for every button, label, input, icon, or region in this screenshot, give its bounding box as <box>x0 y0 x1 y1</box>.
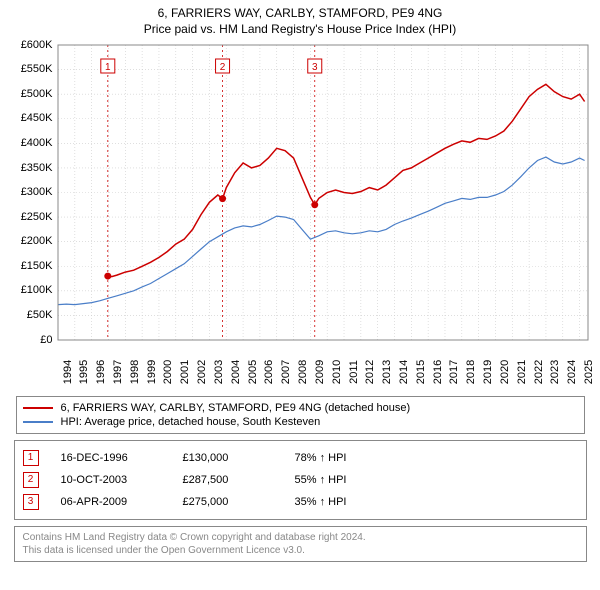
sale-date: 06-APR-2009 <box>61 496 161 508</box>
legend-item: HPI: Average price, detached house, Sout… <box>23 415 578 429</box>
chart-subtitle: Price paid vs. HM Land Registry's House … <box>0 22 600 40</box>
sale-price: £275,000 <box>183 496 273 508</box>
y-axis-label: £550K <box>21 63 53 75</box>
x-axis-label: 2018 <box>465 359 477 383</box>
x-axis-label: 2007 <box>280 359 292 383</box>
x-axis-label: 1996 <box>95 359 107 383</box>
x-axis-label: 2003 <box>213 359 225 383</box>
sale-price: £130,000 <box>183 452 273 464</box>
y-axis-label: £400K <box>21 137 53 149</box>
sale-marker-icon: 2 <box>23 472 39 488</box>
x-axis-label: 2000 <box>162 359 174 383</box>
legend-swatch <box>23 407 53 409</box>
sale-diff: 78% ↑ HPI <box>295 452 385 464</box>
x-axis-label: 2016 <box>432 359 444 383</box>
chart-title: 6, FARRIERS WAY, CARLBY, STAMFORD, PE9 4… <box>0 0 600 22</box>
x-axis-label: 2024 <box>566 359 578 383</box>
x-axis-label: 1999 <box>146 359 158 383</box>
x-axis-label: 2004 <box>230 359 242 383</box>
x-axis-label: 2022 <box>533 359 545 383</box>
legend-label: 6, FARRIERS WAY, CARLBY, STAMFORD, PE9 4… <box>61 402 411 414</box>
x-axis-label: 1997 <box>112 359 124 383</box>
sale-date: 16-DEC-1996 <box>61 452 161 464</box>
attribution-line: Contains HM Land Registry data © Crown c… <box>23 531 578 544</box>
legend-swatch <box>23 421 53 423</box>
y-axis-label: £350K <box>21 162 53 174</box>
x-axis-label: 2025 <box>583 359 595 383</box>
attribution-box: Contains HM Land Registry data © Crown c… <box>14 526 587 562</box>
legend-label: HPI: Average price, detached house, Sout… <box>61 416 321 428</box>
chart-area: 1 2 3 £0 £50K £100K £150K £200K £250K £300K £350K… <box>8 40 593 390</box>
x-axis-label: 2006 <box>263 359 275 383</box>
x-axis-label: 2001 <box>179 359 191 383</box>
x-axis-label: 1995 <box>78 359 90 383</box>
x-axis-label: 1998 <box>129 359 141 383</box>
x-axis-label: 2008 <box>297 359 309 383</box>
svg-text:3: 3 <box>311 62 317 73</box>
attribution-line: This data is licensed under the Open Gov… <box>23 544 578 557</box>
x-axis-label: 2014 <box>398 359 410 383</box>
x-axis-label: 2010 <box>331 359 343 383</box>
x-axis-label: 2019 <box>482 359 494 383</box>
x-axis-label: 2002 <box>196 359 208 383</box>
x-axis-label: 2017 <box>448 359 460 383</box>
svg-text:2: 2 <box>219 62 225 73</box>
sale-price: £287,500 <box>183 474 273 486</box>
x-axis-label: 2005 <box>247 359 259 383</box>
legend-item: 6, FARRIERS WAY, CARLBY, STAMFORD, PE9 4… <box>23 401 578 415</box>
sale-row: 1 16-DEC-1996 £130,000 78% ↑ HPI <box>23 447 578 469</box>
x-axis-label: 2015 <box>415 359 427 383</box>
y-axis-label: £250K <box>21 211 53 223</box>
y-axis-label: £500K <box>21 88 53 100</box>
x-axis-label: 2013 <box>381 359 393 383</box>
y-axis-label: £150K <box>21 260 53 272</box>
line-chart-svg: 1 2 3 <box>8 40 593 390</box>
sale-date: 10-OCT-2003 <box>61 474 161 486</box>
x-axis-label: 2023 <box>549 359 561 383</box>
y-axis-label: £600K <box>21 39 53 51</box>
x-axis-label: 2012 <box>364 359 376 383</box>
svg-text:1: 1 <box>105 62 111 73</box>
legend: 6, FARRIERS WAY, CARLBY, STAMFORD, PE9 4… <box>16 396 585 434</box>
sale-row: 2 10-OCT-2003 £287,500 55% ↑ HPI <box>23 469 578 491</box>
sale-diff: 35% ↑ HPI <box>295 496 385 508</box>
y-axis-label: £200K <box>21 235 53 247</box>
x-axis-label: 2020 <box>499 359 511 383</box>
sale-marker-icon: 1 <box>23 450 39 466</box>
x-axis-label: 2009 <box>314 359 326 383</box>
x-axis-label: 2021 <box>516 359 528 383</box>
x-axis-label: 2011 <box>348 360 360 384</box>
y-axis-label: £300K <box>21 186 53 198</box>
y-axis-label: £50K <box>27 309 53 321</box>
sale-row: 3 06-APR-2009 £275,000 35% ↑ HPI <box>23 491 578 513</box>
y-axis-label: £450K <box>21 112 53 124</box>
y-axis-label: £0 <box>40 334 52 346</box>
y-axis-label: £100K <box>21 284 53 296</box>
sales-table: 1 16-DEC-1996 £130,000 78% ↑ HPI 2 10-OCT-200… <box>14 440 587 520</box>
sale-marker-icon: 3 <box>23 494 39 510</box>
x-axis-label: 1994 <box>62 359 74 383</box>
sale-diff: 55% ↑ HPI <box>295 474 385 486</box>
